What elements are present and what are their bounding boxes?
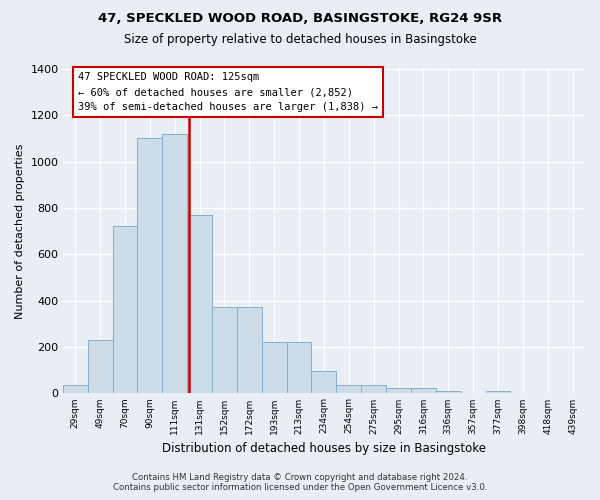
Text: 47, SPECKLED WOOD ROAD, BASINGSTOKE, RG24 9SR: 47, SPECKLED WOOD ROAD, BASINGSTOKE, RG2… (98, 12, 502, 26)
Bar (436, 391, 461, 393)
Bar (187, 215, 212, 393)
Bar (485, 391, 511, 393)
Text: 47 SPECKLED WOOD ROAD: 125sqm
← 60% of detached houses are smaller (2,852)
39% o: 47 SPECKLED WOOD ROAD: 125sqm ← 60% of d… (78, 72, 378, 112)
Bar (311, 371, 337, 393)
Bar (88, 340, 113, 393)
Bar (262, 342, 287, 393)
Text: Contains HM Land Registry data © Crown copyright and database right 2024.
Contai: Contains HM Land Registry data © Crown c… (113, 473, 487, 492)
Bar (163, 134, 187, 393)
Bar (386, 388, 411, 393)
Bar (287, 342, 311, 393)
Bar (63, 385, 88, 393)
Bar (361, 385, 386, 393)
Bar (411, 388, 436, 393)
Bar (137, 138, 163, 393)
X-axis label: Distribution of detached houses by size in Basingstoke: Distribution of detached houses by size … (162, 442, 486, 455)
Text: Size of property relative to detached houses in Basingstoke: Size of property relative to detached ho… (124, 32, 476, 46)
Bar (212, 308, 237, 393)
Bar (337, 385, 361, 393)
Bar (113, 226, 137, 393)
Bar (237, 308, 262, 393)
Y-axis label: Number of detached properties: Number of detached properties (15, 144, 25, 319)
